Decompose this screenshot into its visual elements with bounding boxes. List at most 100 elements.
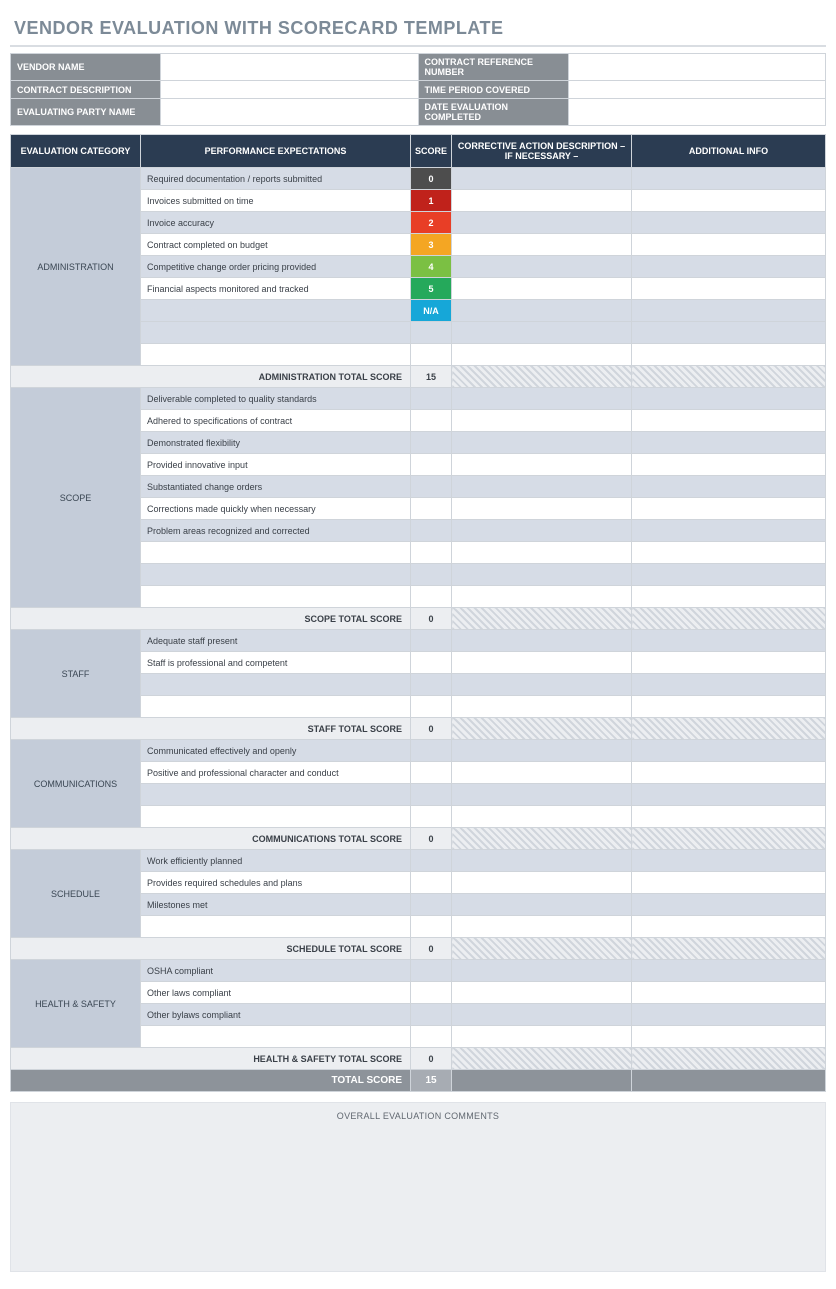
score-cell[interactable]: [411, 1004, 452, 1026]
additional-cell[interactable]: [632, 454, 826, 476]
corrective-cell[interactable]: [452, 190, 632, 212]
score-cell[interactable]: N/A: [411, 300, 452, 322]
corrective-cell[interactable]: [452, 960, 632, 982]
corrective-cell[interactable]: [452, 630, 632, 652]
corrective-cell[interactable]: [452, 586, 632, 608]
corrective-cell[interactable]: [452, 674, 632, 696]
corrective-cell[interactable]: [452, 872, 632, 894]
additional-cell[interactable]: [632, 322, 826, 344]
corrective-cell[interactable]: [452, 256, 632, 278]
additional-cell[interactable]: [632, 520, 826, 542]
corrective-cell[interactable]: [452, 344, 632, 366]
corrective-cell[interactable]: [452, 212, 632, 234]
score-cell[interactable]: [411, 454, 452, 476]
corrective-cell[interactable]: [452, 410, 632, 432]
additional-cell[interactable]: [632, 388, 826, 410]
score-cell[interactable]: [411, 344, 452, 366]
score-cell[interactable]: 4: [411, 256, 452, 278]
score-cell[interactable]: [411, 696, 452, 718]
additional-cell[interactable]: [632, 300, 826, 322]
additional-cell[interactable]: [632, 872, 826, 894]
score-cell[interactable]: [411, 476, 452, 498]
additional-cell[interactable]: [632, 542, 826, 564]
score-cell[interactable]: [411, 674, 452, 696]
corrective-cell[interactable]: [452, 234, 632, 256]
additional-cell[interactable]: [632, 168, 826, 190]
corrective-cell[interactable]: [452, 520, 632, 542]
additional-cell[interactable]: [632, 432, 826, 454]
additional-cell[interactable]: [632, 806, 826, 828]
score-cell[interactable]: [411, 630, 452, 652]
score-cell[interactable]: 1: [411, 190, 452, 212]
corrective-cell[interactable]: [452, 916, 632, 938]
additional-cell[interactable]: [632, 410, 826, 432]
score-cell[interactable]: [411, 960, 452, 982]
corrective-cell[interactable]: [452, 740, 632, 762]
additional-cell[interactable]: [632, 234, 826, 256]
corrective-cell[interactable]: [452, 696, 632, 718]
additional-cell[interactable]: [632, 630, 826, 652]
additional-cell[interactable]: [632, 652, 826, 674]
comments-block[interactable]: OVERALL EVALUATION COMMENTS: [10, 1102, 826, 1272]
corrective-cell[interactable]: [452, 498, 632, 520]
corrective-cell[interactable]: [452, 432, 632, 454]
corrective-cell[interactable]: [452, 894, 632, 916]
score-cell[interactable]: [411, 542, 452, 564]
corrective-cell[interactable]: [452, 1026, 632, 1048]
corrective-cell[interactable]: [452, 652, 632, 674]
additional-cell[interactable]: [632, 344, 826, 366]
score-cell[interactable]: [411, 498, 452, 520]
corrective-cell[interactable]: [452, 476, 632, 498]
corrective-cell[interactable]: [452, 454, 632, 476]
corrective-cell[interactable]: [452, 982, 632, 1004]
corrective-cell[interactable]: [452, 168, 632, 190]
additional-cell[interactable]: [632, 740, 826, 762]
additional-cell[interactable]: [632, 982, 826, 1004]
score-cell[interactable]: [411, 762, 452, 784]
score-cell[interactable]: 5: [411, 278, 452, 300]
score-cell[interactable]: [411, 916, 452, 938]
score-cell[interactable]: 0: [411, 168, 452, 190]
info-value[interactable]: [568, 54, 826, 81]
info-value[interactable]: [161, 99, 419, 126]
score-cell[interactable]: [411, 388, 452, 410]
additional-cell[interactable]: [632, 762, 826, 784]
additional-cell[interactable]: [632, 190, 826, 212]
additional-cell[interactable]: [632, 960, 826, 982]
corrective-cell[interactable]: [452, 388, 632, 410]
corrective-cell[interactable]: [452, 300, 632, 322]
corrective-cell[interactable]: [452, 542, 632, 564]
score-cell[interactable]: [411, 652, 452, 674]
score-cell[interactable]: [411, 410, 452, 432]
corrective-cell[interactable]: [452, 784, 632, 806]
score-cell[interactable]: [411, 894, 452, 916]
score-cell[interactable]: [411, 872, 452, 894]
info-value[interactable]: [568, 99, 826, 126]
additional-cell[interactable]: [632, 1026, 826, 1048]
score-cell[interactable]: [411, 982, 452, 1004]
score-cell[interactable]: [411, 564, 452, 586]
score-cell[interactable]: [411, 806, 452, 828]
additional-cell[interactable]: [632, 784, 826, 806]
score-cell[interactable]: [411, 520, 452, 542]
additional-cell[interactable]: [632, 256, 826, 278]
additional-cell[interactable]: [632, 476, 826, 498]
additional-cell[interactable]: [632, 696, 826, 718]
score-cell[interactable]: [411, 740, 452, 762]
info-value[interactable]: [161, 54, 419, 81]
corrective-cell[interactable]: [452, 806, 632, 828]
corrective-cell[interactable]: [452, 278, 632, 300]
additional-cell[interactable]: [632, 212, 826, 234]
corrective-cell[interactable]: [452, 322, 632, 344]
additional-cell[interactable]: [632, 498, 826, 520]
info-value[interactable]: [568, 81, 826, 99]
score-cell[interactable]: [411, 432, 452, 454]
info-value[interactable]: [161, 81, 419, 99]
corrective-cell[interactable]: [452, 762, 632, 784]
additional-cell[interactable]: [632, 674, 826, 696]
score-cell[interactable]: [411, 1026, 452, 1048]
score-cell[interactable]: [411, 850, 452, 872]
additional-cell[interactable]: [632, 894, 826, 916]
score-cell[interactable]: [411, 784, 452, 806]
additional-cell[interactable]: [632, 586, 826, 608]
